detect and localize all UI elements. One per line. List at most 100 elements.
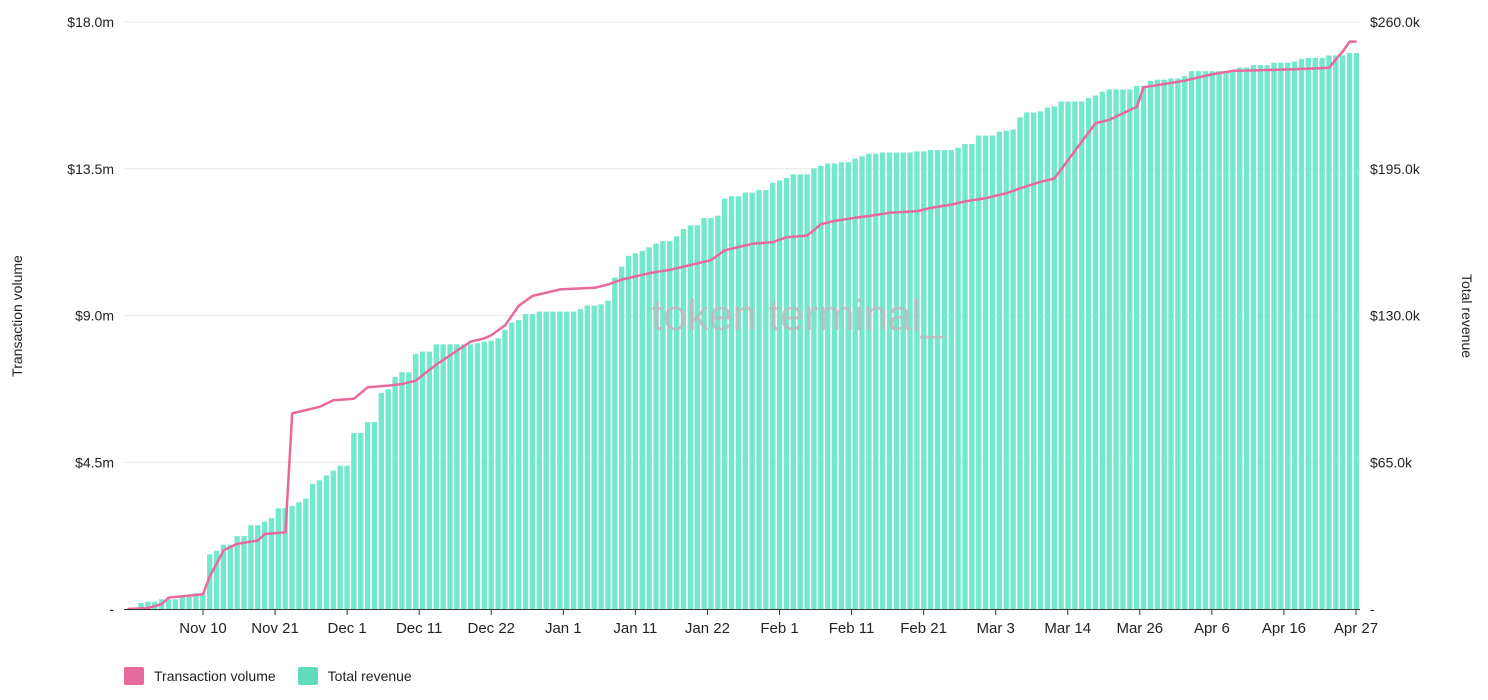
revenue-bar	[358, 432, 364, 609]
revenue-bar	[385, 389, 391, 609]
revenue-bar	[825, 163, 831, 609]
revenue-bar	[241, 536, 247, 609]
revenue-bar	[399, 372, 405, 609]
revenue-bar	[200, 593, 206, 609]
revenue-bar	[1278, 62, 1284, 609]
revenue-bar	[1340, 55, 1346, 610]
revenue-bar	[1271, 62, 1277, 609]
revenue-bar	[145, 601, 151, 609]
x-tick-label: Apr 6	[1194, 620, 1230, 637]
revenue-bar	[364, 422, 371, 609]
revenue-bar	[213, 550, 220, 609]
legend-item-total-revenue[interactable]: Total revenue	[297, 667, 412, 685]
revenue-bar	[783, 178, 790, 609]
revenue-bar	[989, 135, 996, 609]
left-tick-label: $18.0m	[67, 14, 114, 30]
revenue-bar	[941, 150, 948, 609]
revenue-bar	[742, 192, 748, 610]
right-axis-label: Total revenue	[1459, 274, 1475, 358]
revenue-bar	[612, 277, 618, 609]
revenue-bar	[509, 322, 515, 609]
revenue-bar	[1037, 111, 1044, 610]
revenue-bar	[1065, 101, 1071, 610]
revenue-bar	[570, 311, 577, 609]
revenue-bar	[1264, 65, 1270, 609]
revenue-bar	[962, 144, 968, 609]
revenue-bar	[577, 309, 584, 609]
revenue-bar	[1237, 67, 1243, 609]
revenue-bar	[632, 253, 639, 609]
x-tick-label: Apr 27	[1334, 620, 1378, 637]
revenue-bar	[845, 162, 851, 610]
revenue-bar	[715, 215, 721, 609]
revenue-bar	[1291, 61, 1298, 610]
revenue-bar	[879, 152, 886, 609]
revenue-bar	[502, 329, 508, 609]
revenue-bar	[268, 517, 275, 609]
revenue-bar	[1312, 57, 1318, 610]
revenue-bar	[1161, 79, 1167, 610]
legend-item-transaction-volume[interactable]: Transaction volume	[124, 667, 276, 685]
revenue-bar	[1175, 78, 1181, 609]
revenue-bar	[1031, 112, 1037, 610]
x-tick-label: Mar 14	[1044, 620, 1091, 637]
right-tick-label: -	[1370, 601, 1375, 617]
revenue-bar	[866, 153, 872, 610]
revenue-bar	[893, 152, 900, 609]
revenue-bar	[1305, 57, 1312, 610]
revenue-bar	[667, 241, 673, 609]
revenue-bar	[756, 190, 762, 609]
revenue-bar	[1127, 89, 1133, 609]
revenue-bar	[1216, 71, 1222, 609]
revenue-bar	[708, 218, 714, 609]
revenue-bar	[516, 320, 522, 609]
revenue-bar	[619, 266, 625, 609]
x-tick-label: Jan 1	[545, 620, 582, 637]
revenue-bar	[976, 135, 982, 609]
revenue-bar	[660, 241, 666, 609]
revenue-bar	[529, 313, 536, 609]
x-tick-label: Feb 21	[900, 620, 947, 637]
x-tick-label: Nov 10	[179, 620, 227, 637]
revenue-bar	[1209, 71, 1215, 609]
legend-swatch-transaction-volume	[124, 667, 144, 685]
right-tick-label: $260.0k	[1370, 14, 1421, 30]
revenue-bar	[474, 343, 481, 609]
revenue-bar	[1154, 79, 1160, 610]
revenue-bar	[790, 174, 797, 609]
revenue-bar	[550, 311, 556, 609]
revenue-bar	[433, 344, 439, 609]
revenue-bar	[303, 498, 309, 609]
transaction-volume-line	[127, 40, 1357, 611]
left-tick-label: $4.5m	[75, 454, 114, 470]
revenue-bar	[1051, 106, 1057, 609]
revenue-bar	[330, 470, 336, 609]
revenue-bar	[1333, 55, 1339, 610]
revenue-bar	[749, 192, 755, 610]
x-tick-label: Dec 11	[396, 620, 442, 637]
revenue-bar	[248, 525, 254, 609]
revenue-bar	[1044, 107, 1051, 609]
revenue-bar	[207, 554, 213, 609]
revenue-bar	[1010, 129, 1016, 610]
revenue-bar	[1285, 62, 1291, 609]
revenue-bar	[584, 305, 591, 609]
x-tick-label: Feb 1	[760, 620, 798, 637]
x-tick-label: Feb 11	[829, 620, 875, 637]
revenue-bar	[275, 508, 282, 609]
revenue-bar	[351, 432, 357, 609]
revenue-bar	[467, 344, 474, 609]
revenue-bar	[673, 236, 680, 610]
x-tick-label: Dec 22	[467, 620, 515, 637]
revenue-bar	[1230, 69, 1236, 609]
revenue-bar	[234, 536, 240, 609]
x-tick-label: Dec 1	[328, 620, 367, 637]
legend: Transaction volume Total revenue	[124, 667, 412, 685]
revenue-bar	[1134, 85, 1140, 610]
revenue-bar	[378, 392, 385, 609]
revenue-bar	[406, 372, 412, 609]
revenue-bar	[316, 480, 323, 609]
revenue-bar	[680, 229, 687, 609]
chart-svg: token terminal_ - - $4.5m $65.0k $9.0m $130.0…	[9, 14, 1475, 637]
